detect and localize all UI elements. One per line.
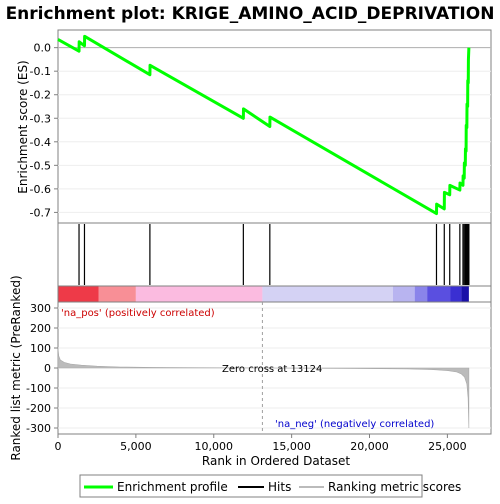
enrichment-profile-line: [57, 34, 471, 216]
rank-y-axis-label: Ranked list metric (PreRanked): [9, 275, 23, 460]
es-y-tick-label: -0.7: [30, 206, 51, 219]
heat-bar-segment: [135, 286, 263, 302]
positive-correlation-label: 'na_pos' (positively correlated): [61, 308, 215, 319]
x-tick-label: 20,000: [350, 440, 389, 453]
es-y-tick-label: -0.5: [30, 159, 51, 172]
es-panel: 0.0 -0.1 -0.2 -0.3 -0.4 -0.5 -0.6 -0.7 Enrichme…: [16, 29, 492, 224]
heat-bar-segment: [414, 286, 428, 302]
negative-correlation-label: 'na_neg' (negatively correlated): [275, 419, 434, 430]
zero-cross-label: Zero cross at 13124: [222, 364, 322, 375]
rank-y-tick-label: 200: [30, 322, 51, 335]
hits-plot-area: [57, 222, 492, 287]
rank-y-tick-label: -100: [26, 382, 51, 395]
legend-label-hits: Hits: [268, 480, 291, 494]
heat-bar-segment: [450, 286, 462, 302]
x-tick-label: 25,000: [428, 440, 467, 453]
x-tick-label: 15,000: [272, 440, 311, 453]
rank-y-tick-label: -300: [26, 422, 51, 435]
rank-y-ticks: 300 200 100 0 -100 -200 -300: [26, 302, 58, 435]
heat-bar-segment: [58, 286, 99, 302]
heat-bar-segment: [392, 286, 415, 302]
es-y-axis-label: Enrichment score (ES): [16, 60, 30, 193]
x-axis-ticks: 0 5,000 10,000 15,000 20,000 25,000: [55, 434, 467, 453]
es-y-tick-label: -0.3: [30, 112, 51, 125]
x-axis-label: Rank in Ordered Dataset: [202, 454, 350, 468]
es-y-ticks: 0.0 -0.1 -0.2 -0.3 -0.4 -0.5 -0.6 -0.7: [30, 42, 58, 219]
es-y-tick-label: -0.1: [30, 65, 51, 78]
x-tick-label: 10,000: [195, 440, 234, 453]
x-tick-label: 5,000: [120, 440, 152, 453]
hits-panel: [57, 222, 492, 287]
ranking-metric-area: [57, 347, 470, 429]
es-y-tick-label: 0.0: [34, 42, 52, 55]
heat-bar-segment: [427, 286, 451, 302]
ranking-heat-bar: [58, 286, 469, 302]
x-tick-label: 0: [55, 440, 62, 453]
rank-y-tick-label: 100: [30, 342, 51, 355]
rank-y-tick-label: -200: [26, 402, 51, 415]
es-y-tick-label: -0.6: [30, 183, 51, 196]
rank-panel: 'na_pos' (positively correlated) Zero cr…: [9, 275, 492, 461]
heat-bar-segment: [98, 286, 136, 302]
legend-label-enrichment-profile: Enrichment profile: [117, 480, 228, 494]
heat-bar-segment: [461, 286, 469, 302]
rank-y-tick-label: 300: [30, 302, 51, 315]
rank-y-tick-label: 0: [44, 362, 51, 375]
chart-title: Enrichment plot: KRIGE_AMINO_ACID_DEPRIV…: [6, 4, 495, 24]
legend: Enrichment profile Hits Ranking metric s…: [79, 474, 461, 498]
heat-bar-segment: [262, 286, 393, 302]
hit-marks: [78, 224, 470, 285]
legend-label-ranking-metric-scores: Ranking metric scores: [328, 480, 461, 494]
es-y-tick-label: -0.2: [30, 89, 51, 102]
es-y-tick-label: -0.4: [30, 136, 51, 149]
